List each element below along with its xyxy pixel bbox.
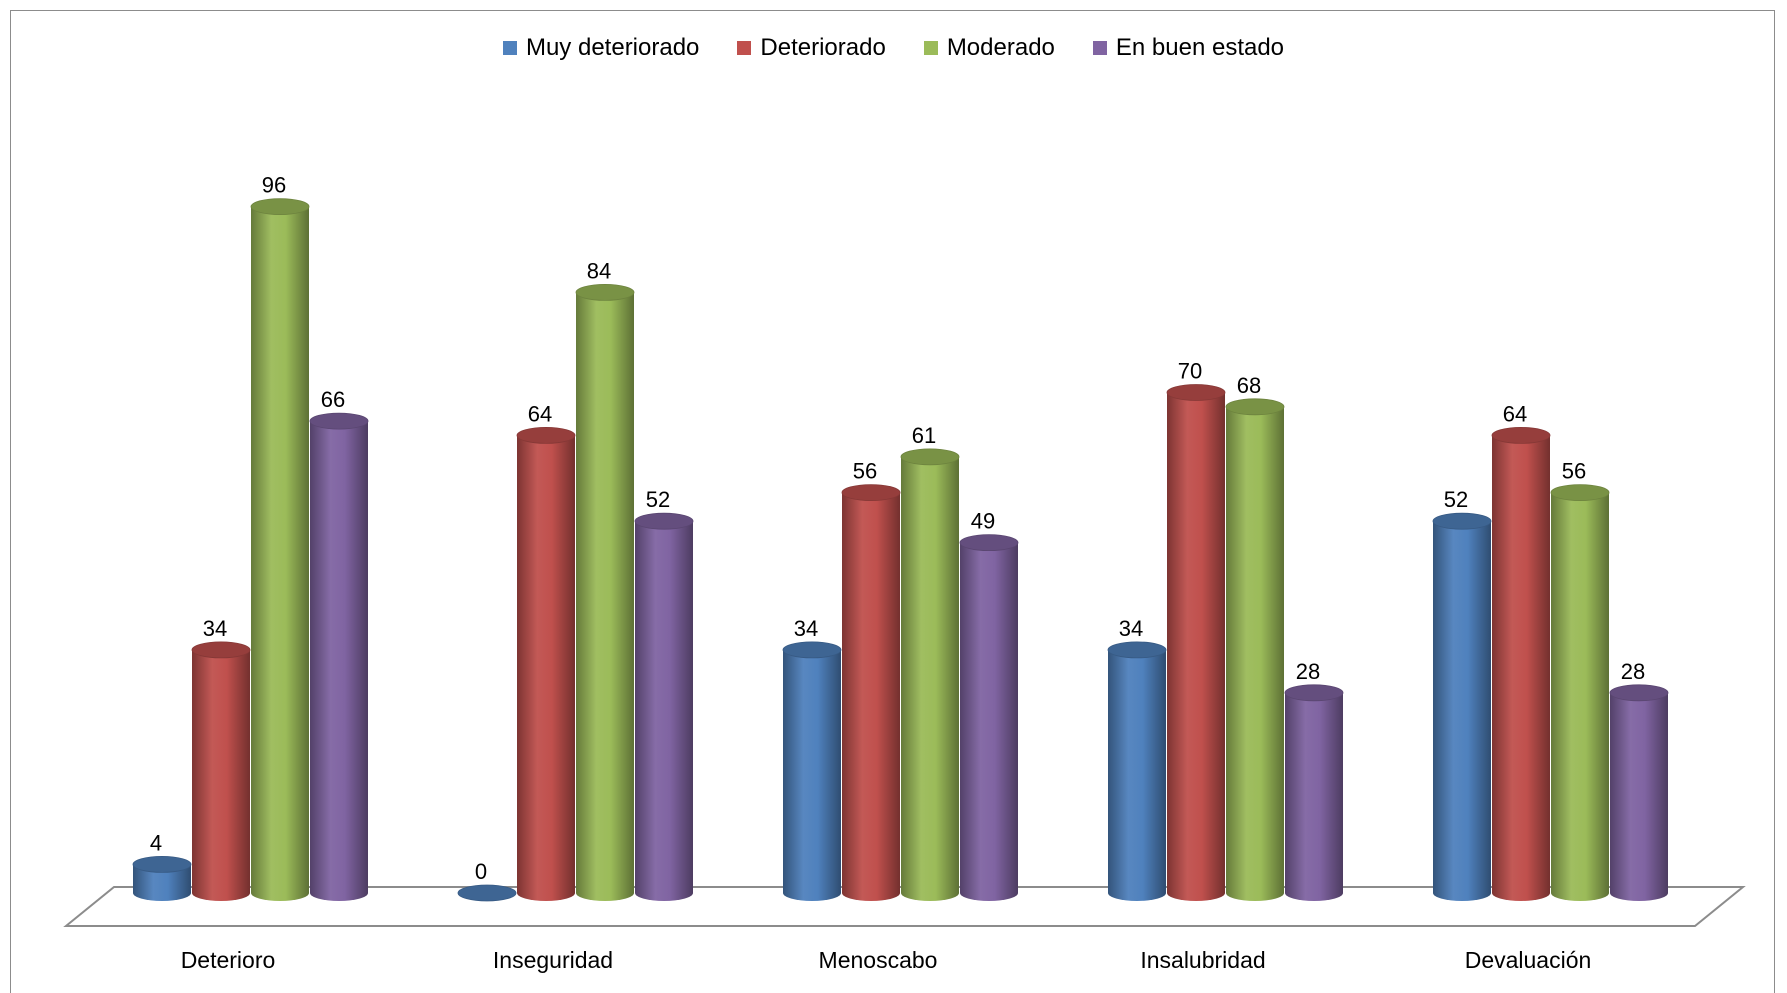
bar-inseguridad-en-buen-estado [634,512,694,901]
bar-deterioro-moderado [250,198,310,902]
data-label: 0 [475,859,487,884]
bar-devaluación-en-buen-estado [1609,684,1669,901]
data-label: 28 [1296,659,1320,684]
bar-menoscabo-moderado [900,448,960,901]
bar-devaluación-deteriorado [1491,426,1551,901]
legend-swatch [502,41,517,55]
data-label: 64 [528,401,552,426]
legend-label: Moderado [946,34,1055,61]
legend-swatch [1092,41,1107,55]
category-label: Insalubridad [1140,947,1265,973]
bar-inseguridad-moderado [575,283,635,901]
bar-inseguridad-deteriorado [516,426,576,901]
data-label: 84 [587,258,611,283]
data-label: 4 [150,830,162,855]
bar-insalubridad-en-buen-estado [1284,684,1344,901]
bar-devaluación-muy-deteriorado [1432,512,1492,901]
bar-deterioro-deteriorado [191,641,251,901]
data-label: 34 [794,616,818,641]
bar-deterioro-en-buen-estado [309,412,369,901]
data-label: 49 [971,509,995,534]
legend-item-deteriorado: Deteriorado [737,34,886,62]
bar-deterioro-muy-deteriorado [132,856,192,901]
data-label: 70 [1178,359,1202,384]
data-label: 52 [646,487,670,512]
bar-menoscabo-deteriorado [841,484,901,901]
legend-item-en-buen-estado: En buen estado [1092,34,1285,62]
legend: Muy deteriorado Deteriorado Moderado En … [0,34,1787,62]
bar-menoscabo-muy-deteriorado [782,641,842,901]
category-label: Inseguridad [493,947,613,973]
legend-swatch [737,41,752,55]
labels-layer: 4 34 96 66 Deterioro 0 64 84 52 Inseguridad 34 56 61… [150,173,1645,973]
legend-swatch [923,41,938,55]
legend-label: Muy deteriorado [525,34,700,61]
legend-item-muy-deteriorado: Muy deteriorado [502,34,700,62]
bar-menoscabo-en-buen-estado [959,534,1019,901]
legend-item-moderado: Moderado [923,34,1055,62]
bar-devaluación-moderado [1550,484,1610,901]
data-label: 34 [203,616,227,641]
data-label: 34 [1119,616,1143,641]
data-label: 61 [912,423,936,448]
legend-label: Deteriorado [760,34,886,61]
data-label: 64 [1503,401,1527,426]
bar-inseguridad-muy-deteriorado [457,884,517,902]
data-label: 52 [1444,487,1468,512]
data-label: 96 [262,173,286,198]
data-label: 56 [1562,459,1586,484]
chart-frame [10,10,1775,993]
data-label: 66 [321,387,345,412]
data-label: 28 [1621,659,1645,684]
bars-layer [132,198,1669,902]
data-label: 56 [853,459,877,484]
category-label: Devaluación [1465,947,1592,973]
data-label: 68 [1237,373,1261,398]
bar-insalubridad-moderado [1225,398,1285,901]
category-label: Deterioro [181,947,276,973]
legend-label: En buen estado [1115,34,1285,61]
bar-insalubridad-deteriorado [1166,384,1226,901]
category-label: Menoscabo [819,947,938,973]
bar-insalubridad-muy-deteriorado [1107,641,1167,901]
